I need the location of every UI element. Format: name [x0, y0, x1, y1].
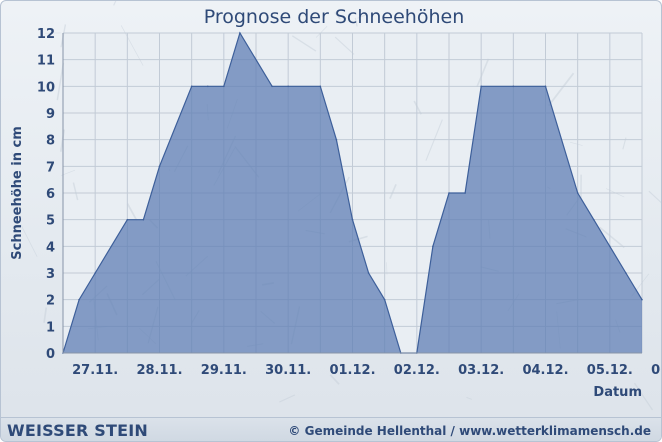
data-point	[239, 32, 241, 34]
data-point	[448, 192, 450, 194]
y-tick-label: 4	[46, 240, 55, 255]
y-tick-label: 5	[46, 214, 55, 229]
data-point	[592, 218, 595, 221]
data-point	[576, 192, 579, 194]
y-tick-label: 6	[46, 187, 55, 202]
y-tick-label: 0	[46, 347, 55, 362]
data-point	[383, 298, 386, 301]
x-tick-label: 03.12.	[458, 363, 504, 378]
data-point	[271, 85, 273, 88]
data-point	[126, 218, 129, 221]
y-axis-title: Schneehöhe in cm	[10, 126, 25, 260]
x-axis-title: Datum	[593, 385, 642, 400]
data-point	[480, 85, 482, 88]
y-tick-label: 12	[37, 27, 55, 42]
data-point	[351, 218, 354, 221]
data-point	[544, 85, 547, 88]
x-tick-label: 29.11.	[201, 363, 247, 378]
x-tick-label: 04.12.	[522, 363, 568, 378]
copyright-credit[interactable]: © Gemeinde Hellenthal / www.wetterklimam…	[288, 424, 651, 438]
data-point	[190, 85, 193, 88]
data-point	[287, 85, 289, 88]
data-point	[625, 272, 627, 274]
data-point	[641, 298, 643, 301]
data-point	[319, 85, 322, 88]
data-point	[94, 272, 96, 274]
data-point	[335, 138, 338, 141]
x-tick-label: 06.12.	[651, 363, 661, 378]
x-tick-label: 30.11.	[265, 363, 311, 378]
data-point	[142, 218, 145, 221]
y-tick-label: 2	[46, 294, 55, 309]
station-name: WEISSER STEIN	[7, 421, 148, 440]
data-point	[206, 85, 209, 88]
y-tick-label: 8	[46, 134, 55, 149]
y-tick-label: 3	[46, 267, 55, 282]
data-point	[78, 298, 80, 301]
data-point	[367, 272, 370, 274]
data-point	[223, 85, 225, 88]
y-tick-label: 7	[46, 160, 55, 175]
x-tick-label: 05.12.	[587, 363, 633, 378]
x-tick-label: 28.11.	[136, 363, 182, 378]
x-tick-label: 27.11.	[72, 363, 118, 378]
chart-title: Prognose der Schneehöhen	[204, 6, 465, 28]
data-point	[512, 85, 515, 88]
x-tick-label: 01.12.	[329, 363, 375, 378]
x-tick-label: 02.12.	[394, 363, 440, 378]
y-tick-label: 1	[46, 320, 55, 335]
data-point	[158, 165, 161, 168]
data-point	[432, 245, 434, 248]
data-point	[609, 245, 611, 248]
footer-bar: WEISSER STEIN © Gemeinde Hellenthal / ww…	[1, 417, 661, 441]
y-tick-label: 11	[37, 54, 55, 69]
y-tick-label: 9	[46, 107, 55, 122]
y-tick-label: 10	[37, 80, 55, 95]
series-area	[63, 33, 642, 353]
series-line	[62, 31, 643, 354]
data-point	[464, 192, 466, 194]
